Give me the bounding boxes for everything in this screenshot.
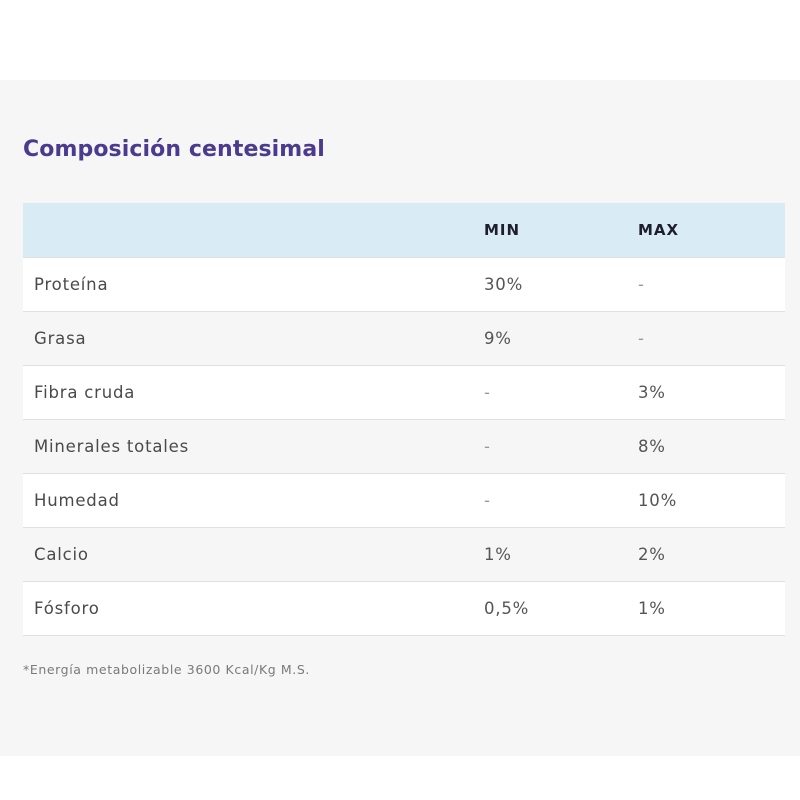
row-min: 0,5% [484, 598, 530, 618]
table-row: Fibra cruda - 3% [23, 365, 785, 419]
composition-table: MIN MAX Proteína 30% - Grasa 9% - Fibra … [23, 203, 785, 636]
row-label: Minerales totales [34, 436, 189, 456]
row-min: 9% [484, 328, 512, 348]
composition-section [0, 80, 800, 756]
energy-footnote: *Energía metabolizable 3600 Kcal/Kg M.S. [23, 662, 310, 677]
table-row: Proteína 30% - [23, 257, 785, 311]
row-min: - [484, 490, 491, 510]
row-label: Proteína [34, 274, 109, 294]
row-max: 2% [638, 544, 666, 564]
section-title: Composición centesimal [23, 137, 325, 162]
table-row: Humedad - 10% [23, 473, 785, 527]
row-max: - [638, 274, 645, 294]
row-min: 1% [484, 544, 512, 564]
row-max: 8% [638, 436, 666, 456]
row-max: - [638, 328, 645, 348]
row-max: 10% [638, 490, 678, 510]
row-min: - [484, 382, 491, 402]
row-label: Humedad [34, 490, 120, 510]
row-label: Calcio [34, 544, 89, 564]
row-label: Grasa [34, 328, 87, 348]
row-min: 30% [484, 274, 524, 294]
table-row: Minerales totales - 8% [23, 419, 785, 473]
header-nutrient [23, 203, 473, 257]
table-header-row: MIN MAX [23, 203, 785, 257]
table-row: Grasa 9% - [23, 311, 785, 365]
table-row: Calcio 1% 2% [23, 527, 785, 581]
row-max: 3% [638, 382, 666, 402]
header-min: MIN [484, 220, 521, 239]
row-label: Fósforo [34, 598, 100, 618]
table-row: Fósforo 0,5% 1% [23, 581, 785, 635]
row-max: 1% [638, 598, 666, 618]
row-label: Fibra cruda [34, 382, 136, 402]
row-min: - [484, 436, 491, 456]
header-max: MAX [638, 220, 680, 239]
